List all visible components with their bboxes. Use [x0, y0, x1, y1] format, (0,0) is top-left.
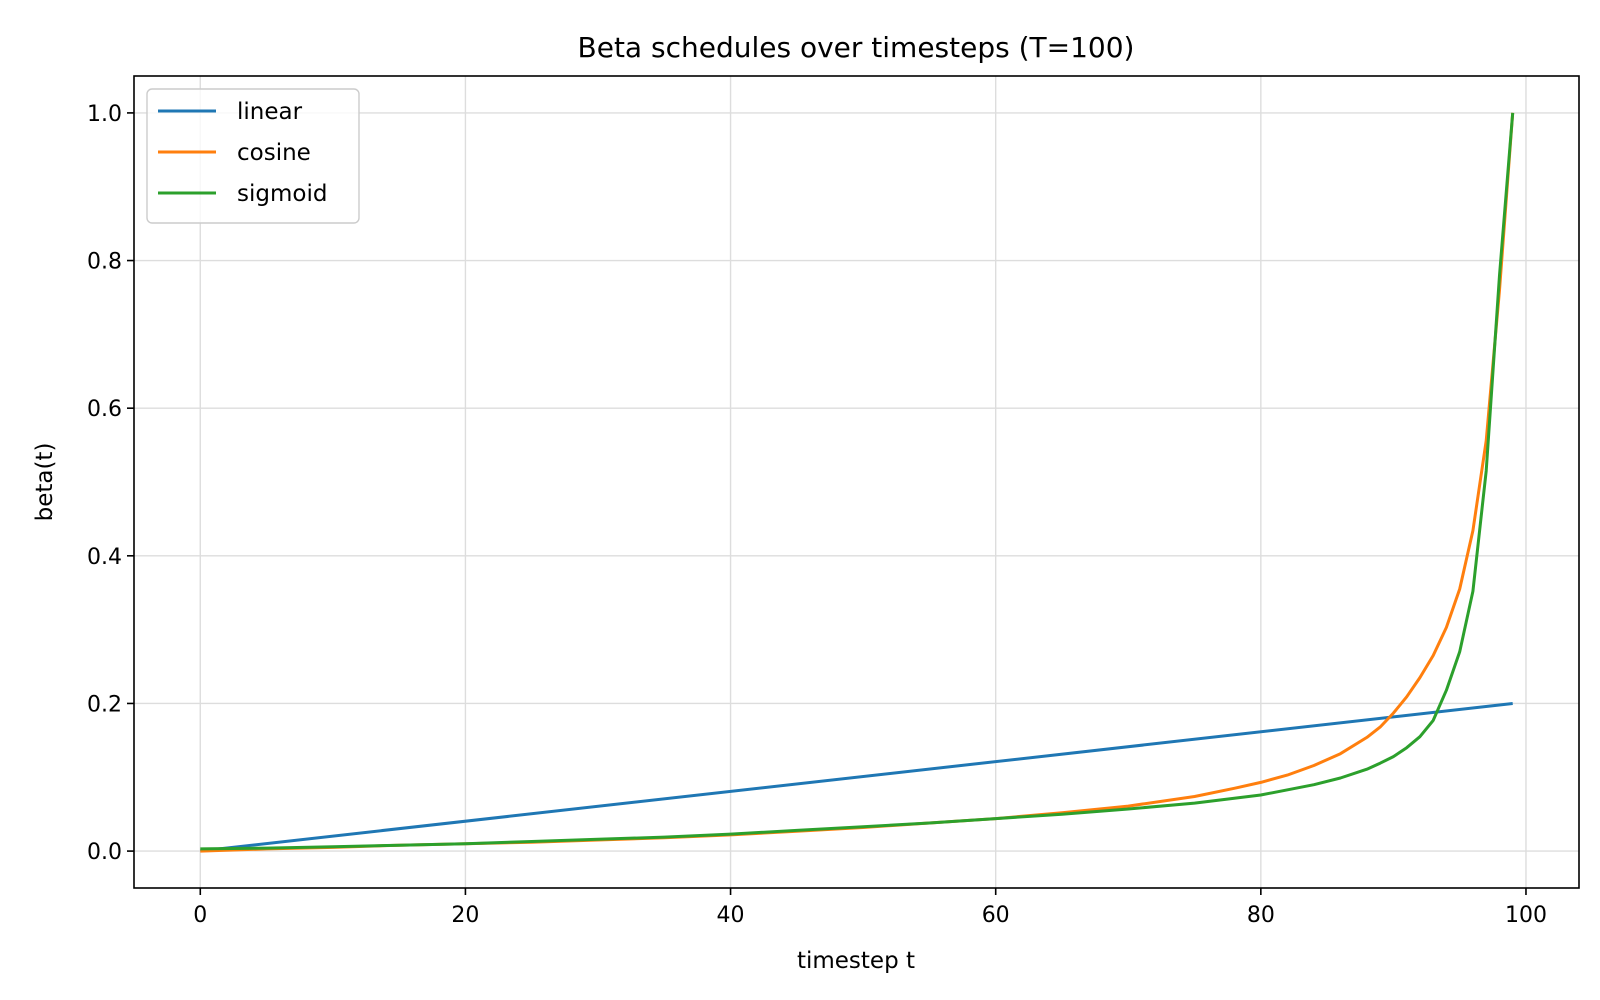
x-tick-label: 100 [1505, 903, 1547, 928]
legend-label: cosine [237, 140, 311, 166]
y-axis-label: beta(t) [32, 443, 58, 522]
legend-label: linear [237, 99, 303, 125]
x-tick-label: 40 [717, 903, 745, 928]
x-tick-label: 60 [982, 903, 1010, 928]
axis-ticks: 0 20 40 60 80 100 0.0 0.2 0.4 0.6 0.8 1.0 [87, 102, 1547, 928]
series-line-cosine [200, 112, 1515, 853]
legend: linear cosine sigmoid [146, 88, 360, 224]
plot-frame [133, 75, 1580, 889]
series-line-linear [200, 702, 1513, 853]
x-axis-label: timestep t [797, 948, 915, 974]
x-tick-label: 80 [1247, 903, 1275, 928]
y-tick-label: 1.0 [87, 102, 122, 127]
y-tick-label: 0.0 [87, 840, 122, 865]
x-tick-label: 0 [193, 903, 207, 928]
y-tick-label: 0.8 [87, 250, 122, 275]
chart-title: Beta schedules over timesteps (T=100) [578, 31, 1135, 64]
x-tick-label: 20 [451, 903, 479, 928]
legend-label: sigmoid [237, 181, 327, 207]
grid [134, 76, 1579, 888]
series-line-sigmoid [200, 112, 1515, 851]
legend-box [146, 88, 360, 224]
y-tick-label: 0.6 [87, 397, 122, 422]
series-lines [200, 112, 1515, 853]
y-tick-label: 0.2 [87, 692, 122, 717]
y-tick-label: 0.4 [87, 545, 122, 570]
